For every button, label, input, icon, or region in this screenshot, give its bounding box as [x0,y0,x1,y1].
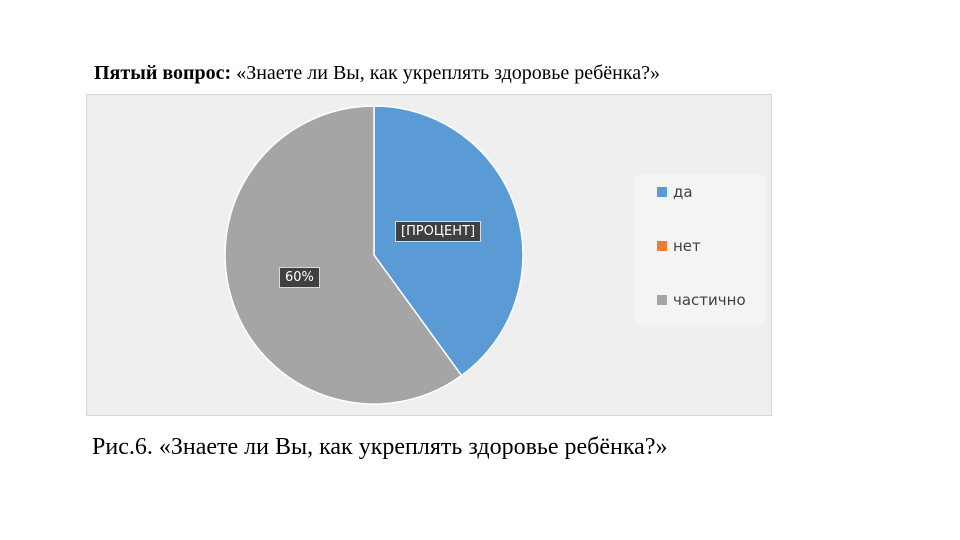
chart-area: [ПРОЦЕНТ] 60% да нет частично [86,94,772,416]
data-label-chastichno: 60% [279,267,320,288]
legend-swatch-da [657,187,667,197]
question-number: Пятый вопрос: [94,62,232,84]
legend-swatch-chastichno [657,295,667,305]
legend: да нет частично [635,175,765,325]
question-text: «Знаете ли Вы, как укреплять здоровье ре… [231,62,661,84]
legend-swatch-net [657,241,667,251]
legend-item-net: нет [657,237,701,255]
data-label-da: [ПРОЦЕНТ] [395,221,482,242]
legend-item-chastichno: частично [657,291,746,309]
legend-item-da: да [657,183,693,201]
question-heading: Пятый вопрос: «Знаете ли Вы, как укрепля… [94,62,854,85]
figure-caption: Рис.6. «Знаете ли Вы, как укреплять здор… [92,434,668,460]
legend-label-net: нет [673,237,701,255]
legend-label-da: да [673,183,693,201]
legend-label-chastichno: частично [673,291,746,309]
pie-slice-2 [224,105,463,405]
